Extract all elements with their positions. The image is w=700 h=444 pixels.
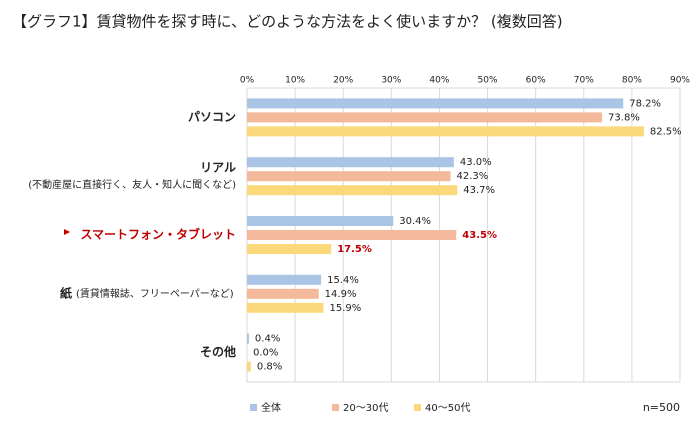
legend-label: 全体 bbox=[261, 401, 281, 414]
legend-swatch bbox=[332, 404, 339, 411]
x-tick-label: 90% bbox=[670, 76, 690, 86]
sample-note: n=500 bbox=[643, 401, 680, 414]
bar bbox=[247, 216, 394, 226]
category-label: パソコン bbox=[188, 110, 236, 124]
bar bbox=[247, 98, 624, 109]
bar bbox=[247, 244, 332, 254]
value-label: 30.4% bbox=[399, 216, 431, 227]
category-label: スマートフォン・タブレット bbox=[80, 227, 236, 242]
category-label: その他 bbox=[200, 344, 236, 359]
category-label: リアル bbox=[200, 161, 236, 175]
value-label: 15.4% bbox=[327, 275, 359, 286]
x-tick-label: 40% bbox=[429, 76, 449, 86]
x-tick-label: 50% bbox=[478, 76, 498, 86]
x-tick-label: 80% bbox=[622, 76, 642, 86]
bar bbox=[247, 288, 319, 299]
bar bbox=[247, 171, 451, 182]
bar bbox=[247, 333, 249, 344]
value-label: 78.2% bbox=[629, 98, 661, 109]
legend-swatch bbox=[414, 404, 421, 411]
legend-label: 20～30代 bbox=[343, 402, 388, 414]
x-tick-label: 10% bbox=[285, 76, 305, 86]
bar bbox=[247, 126, 644, 137]
bar bbox=[247, 185, 458, 196]
category-label: 紙 bbox=[60, 285, 72, 300]
bar bbox=[247, 361, 251, 372]
legend-label: 40～50代 bbox=[425, 402, 470, 414]
value-label: 0.8% bbox=[257, 362, 282, 373]
value-label: 0.4% bbox=[255, 334, 280, 345]
value-label: 43.0% bbox=[460, 157, 492, 168]
bar bbox=[247, 112, 603, 123]
value-label: 42.3% bbox=[457, 171, 489, 182]
x-tick-label: 30% bbox=[381, 76, 401, 86]
value-label: 73.8% bbox=[608, 112, 640, 123]
bar bbox=[247, 274, 322, 285]
legend-swatch bbox=[250, 404, 257, 411]
value-label: 43.7% bbox=[463, 185, 495, 196]
category-note: (不動産屋に直接行く、友人・知人に聞くなど) bbox=[28, 178, 236, 191]
highlight-marker bbox=[64, 229, 70, 235]
x-tick-label: 0% bbox=[240, 76, 255, 86]
value-label: 14.9% bbox=[325, 289, 357, 300]
bar bbox=[247, 302, 324, 313]
value-label: 15.9% bbox=[329, 303, 361, 314]
bar bbox=[247, 157, 454, 168]
value-label: 0.0% bbox=[253, 348, 278, 359]
chart-title: 【グラフ1】賃貸物件を探す時に、どのような方法をよく使いますか？ (複数回答) bbox=[12, 13, 563, 31]
value-label: 43.5% bbox=[462, 230, 497, 241]
category-note: (賃貸情報誌、フリーペーパーなど) bbox=[76, 287, 234, 300]
value-label: 17.5% bbox=[337, 244, 372, 255]
value-label: 82.5% bbox=[650, 126, 682, 137]
bar bbox=[247, 230, 457, 240]
x-tick-label: 70% bbox=[574, 76, 594, 86]
x-tick-label: 20% bbox=[333, 76, 353, 86]
x-tick-label: 60% bbox=[526, 76, 546, 86]
